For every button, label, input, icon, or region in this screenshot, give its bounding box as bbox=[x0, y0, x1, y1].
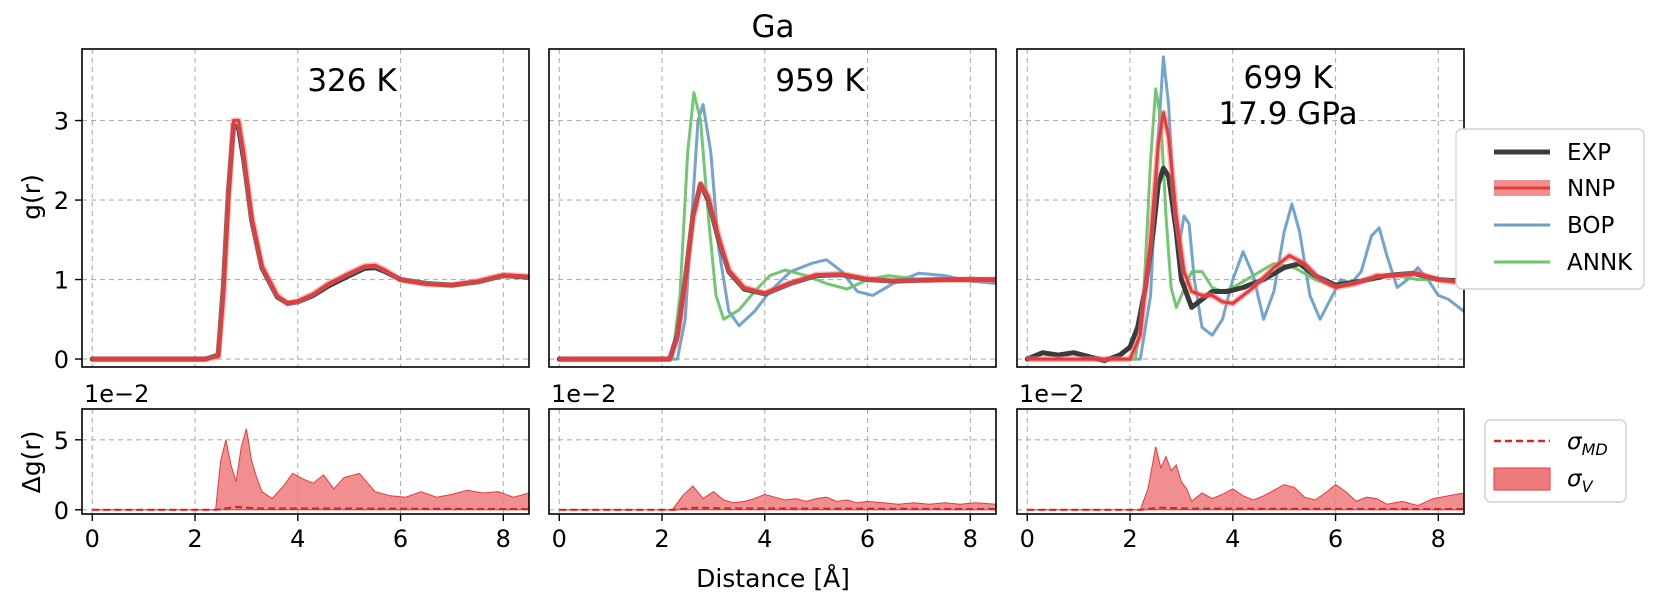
legend-label-exp: EXP bbox=[1567, 140, 1611, 166]
panel-annotation: 17.9 GPa bbox=[1218, 96, 1357, 132]
y-tick-label: 0 bbox=[54, 497, 69, 525]
legend-bottom: σMD σV bbox=[1484, 419, 1627, 503]
y-tick-label: 2 bbox=[54, 187, 69, 215]
series-exp bbox=[1024, 165, 1464, 364]
sigma-md-line bbox=[559, 506, 996, 511]
x-tick-label: 8 bbox=[963, 525, 978, 553]
series-group bbox=[1024, 55, 1464, 364]
legend-label-nnp: NNP bbox=[1567, 176, 1615, 202]
series-nnp-band bbox=[92, 117, 529, 363]
legend-top-frame bbox=[1455, 128, 1645, 290]
panel-3: 699 K17.9 GPa 1e−2 0 2 4 6 8 bbox=[1016, 48, 1465, 553]
sigma-v-area bbox=[559, 485, 996, 511]
legend-sub-md: MD bbox=[1582, 440, 1608, 459]
panel-annotation: 959 K bbox=[775, 63, 865, 99]
panel-frame-bottom bbox=[81, 408, 530, 515]
x-tick-label: 8 bbox=[496, 525, 511, 553]
y-axis-label-bottom: Δg(r) bbox=[17, 431, 46, 494]
series-annk bbox=[557, 91, 996, 361]
offset-label: 1e−2 bbox=[84, 380, 149, 408]
legend-label-sigma-v: σV bbox=[1567, 466, 1594, 496]
series-nnp bbox=[557, 182, 996, 361]
series-group bbox=[556, 91, 996, 363]
delta-group bbox=[92, 428, 529, 511]
panel-frame-top bbox=[81, 48, 530, 368]
x-axis-label: Distance [Å] bbox=[696, 564, 850, 593]
legend-top: EXP NNP BOP ANNK bbox=[1455, 128, 1645, 290]
offset-label: 1e−2 bbox=[1019, 380, 1084, 408]
panel-annotation: 699 K bbox=[1243, 60, 1333, 96]
delta-group bbox=[1027, 446, 1464, 511]
x-tick-label: 2 bbox=[187, 525, 202, 553]
series-bop bbox=[557, 103, 996, 361]
panel-frame-bottom bbox=[548, 408, 997, 515]
x-tick-label: 2 bbox=[654, 525, 669, 553]
x-tick-label: 6 bbox=[1328, 525, 1343, 553]
y-tick-label: 0 bbox=[54, 346, 69, 374]
legend-swatch-sigma-v bbox=[1493, 467, 1551, 491]
legend-label-bop: BOP bbox=[1567, 213, 1614, 239]
legend-label-sigma-md: σMD bbox=[1567, 429, 1608, 459]
sigma-v-area bbox=[92, 428, 529, 511]
x-tick-label: 4 bbox=[290, 525, 305, 553]
y-tick-label: 5 bbox=[54, 427, 69, 455]
figure-title: Ga bbox=[751, 9, 794, 45]
x-tick-label: 0 bbox=[552, 525, 567, 553]
y-tick-label: 1 bbox=[54, 267, 69, 295]
sigma-v-area bbox=[1027, 446, 1464, 511]
panel-1: 0 1 2 3 326 K 1e−2 0 5 0 2 4 6 8 bbox=[54, 48, 530, 553]
series-group bbox=[89, 117, 529, 363]
offset-label: 1e−2 bbox=[551, 380, 616, 408]
y-axis-label-top: g(r) bbox=[17, 174, 46, 220]
legend-label-annk: ANNK bbox=[1567, 250, 1633, 276]
x-tick-label: 4 bbox=[1225, 525, 1240, 553]
y-tick-label: 3 bbox=[54, 108, 69, 136]
series-nnp bbox=[90, 119, 529, 361]
series-nnp bbox=[1025, 111, 1464, 361]
x-tick-label: 0 bbox=[85, 525, 100, 553]
panel-frame-bottom bbox=[1016, 408, 1465, 515]
panel-2: 959 K 1e−2 0 2 4 6 8 bbox=[548, 48, 997, 553]
series-exp bbox=[89, 122, 529, 362]
panel-frame-top bbox=[548, 48, 997, 368]
legend-sub-v: V bbox=[1582, 477, 1594, 496]
x-tick-label: 8 bbox=[1431, 525, 1446, 553]
x-tick-label: 0 bbox=[1020, 525, 1035, 553]
series-nnp-band bbox=[1027, 109, 1464, 363]
x-tick-label: 4 bbox=[757, 525, 772, 553]
sigma-md-line bbox=[1027, 506, 1464, 511]
delta-group bbox=[559, 485, 996, 511]
panel-annotation: 326 K bbox=[307, 63, 397, 99]
x-tick-label: 6 bbox=[860, 525, 875, 553]
sigma-md-line bbox=[92, 505, 529, 511]
x-tick-label: 6 bbox=[393, 525, 408, 553]
x-tick-label: 2 bbox=[1122, 525, 1137, 553]
